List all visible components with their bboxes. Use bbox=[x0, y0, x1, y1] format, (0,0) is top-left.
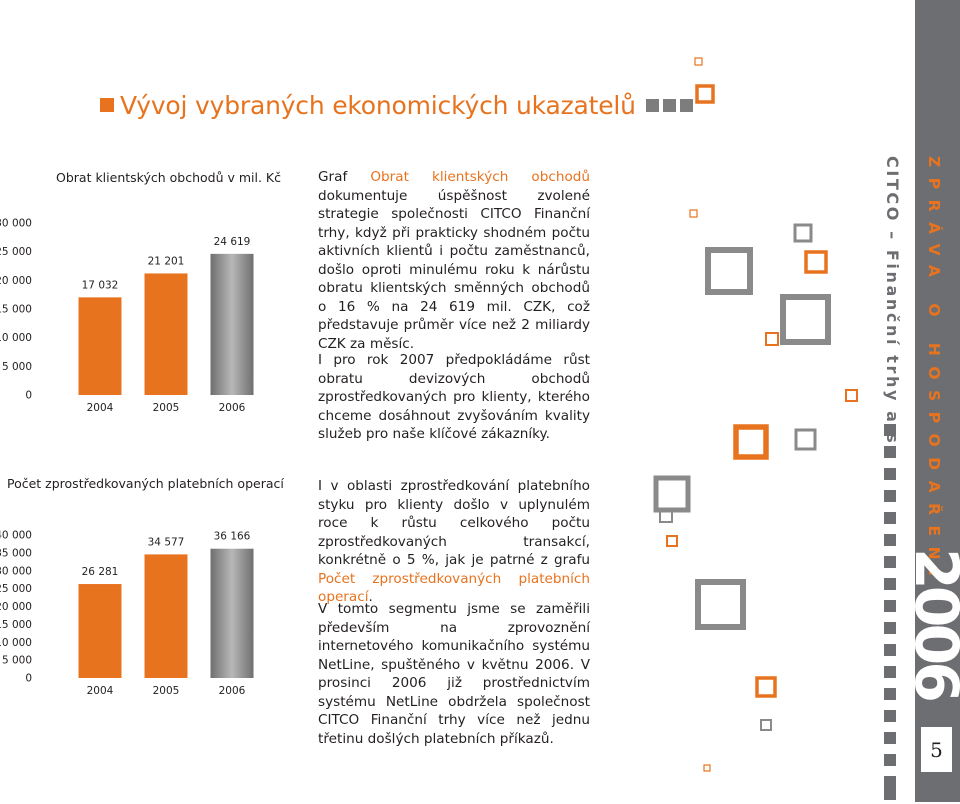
y-tick-label: 25 000 bbox=[0, 246, 32, 258]
gray-square-icon bbox=[645, 98, 659, 112]
x-tick-label: 2004 bbox=[87, 402, 114, 414]
value-label: 24 619 bbox=[214, 236, 251, 248]
value-label: 36 166 bbox=[214, 531, 251, 543]
page-title-row: Vývoj vybraných ekonomických ukazatelů bbox=[100, 88, 697, 122]
x-tick-label: 2005 bbox=[153, 685, 180, 697]
square-icon bbox=[804, 250, 828, 274]
square-icon bbox=[689, 209, 698, 218]
square-icon bbox=[659, 509, 673, 523]
page-number: 5 bbox=[921, 727, 952, 772]
square-icon bbox=[695, 579, 746, 630]
gray-square-icon bbox=[662, 98, 676, 112]
text-span: I v oblasti zprostředkování platebního s… bbox=[318, 478, 590, 568]
value-label: 17 032 bbox=[82, 279, 119, 291]
y-tick-label: 15 000 bbox=[0, 619, 32, 631]
decorative-squares-pattern bbox=[653, 57, 858, 772]
y-tick-label: 35 000 bbox=[0, 547, 32, 559]
square-icon bbox=[666, 535, 678, 547]
bar-2004 bbox=[78, 584, 122, 678]
square-icon bbox=[703, 764, 711, 772]
square-icon bbox=[780, 294, 831, 345]
sidebar-strip bbox=[915, 0, 960, 802]
paragraph-3: I v oblasti zprostředkování platebního s… bbox=[318, 477, 590, 607]
y-tick-label: 30 000 bbox=[0, 565, 32, 577]
square-icon bbox=[760, 719, 772, 731]
y-tick-label: 15 000 bbox=[0, 304, 32, 316]
report-title: ZPRÁVA O HOSPODAŘENÍ bbox=[925, 156, 943, 587]
x-tick-label: 2005 bbox=[153, 402, 180, 414]
chart-2-title: Počet zprostředkovaných platebních opera… bbox=[7, 476, 284, 491]
chart-payment-operations: 0 5 000 10 000 15 000 20 000 25 000 30 000 35 0… bbox=[0, 530, 254, 697]
bar-2005 bbox=[144, 273, 188, 395]
bar-2006 bbox=[210, 548, 254, 678]
y-tick-label: 10 000 bbox=[0, 332, 32, 344]
square-icon bbox=[755, 676, 777, 698]
orange-square-icon bbox=[100, 98, 114, 112]
y-tick-label: 30 000 bbox=[0, 218, 32, 230]
x-tick-label: 2006 bbox=[219, 402, 246, 414]
page-title: Vývoj vybraných ekonomických ukazatelů bbox=[120, 90, 636, 120]
square-icon bbox=[765, 332, 779, 346]
text-span: Graf bbox=[318, 169, 371, 185]
y-tick-label: 10 000 bbox=[0, 637, 32, 649]
chart-1-title: Obrat klientských obchodů v mil. Kč bbox=[56, 170, 281, 185]
y-tick-label: 0 bbox=[25, 673, 32, 685]
gray-square-icon bbox=[679, 98, 693, 112]
y-tick-label: 25 000 bbox=[0, 583, 32, 595]
square-icon bbox=[705, 247, 753, 295]
square-icon bbox=[845, 389, 858, 402]
y-tick-label: 5 000 bbox=[2, 655, 32, 667]
value-label: 34 577 bbox=[148, 536, 185, 548]
chart-turnover: 0 5 000 10 000 15 000 20 000 25 000 30 000 17 0… bbox=[0, 218, 254, 414]
bar-2005 bbox=[144, 554, 188, 678]
y-tick-label: 0 bbox=[25, 390, 32, 402]
square-icon bbox=[695, 84, 715, 104]
x-tick-label: 2006 bbox=[219, 685, 246, 697]
square-icon bbox=[794, 428, 817, 451]
highlight-chart-name: Počet zprostředkovaných platebních opera… bbox=[318, 570, 590, 606]
text-span: dokumentuje úspěšnost zvolené strategie … bbox=[318, 187, 590, 352]
bar-2004 bbox=[78, 297, 122, 395]
y-tick-label: 20 000 bbox=[0, 601, 32, 613]
square-icon bbox=[793, 223, 813, 243]
y-tick-label: 20 000 bbox=[0, 275, 32, 287]
square-icon bbox=[653, 475, 691, 513]
paragraph-1: Graf Obrat klientských obchodů dokumentu… bbox=[318, 168, 590, 353]
paragraph-4: V tomto segmentu jsme se zaměřili předev… bbox=[318, 601, 590, 747]
value-label: 21 201 bbox=[148, 255, 185, 267]
gray-squares-column bbox=[884, 424, 898, 804]
paragraph-2: I pro rok 2007 předpokládáme růst obratu… bbox=[318, 352, 590, 442]
company-name: CITCO – Finanční trhy a.s. bbox=[883, 156, 902, 455]
y-tick-label: 5 000 bbox=[2, 361, 32, 373]
value-label: 26 281 bbox=[82, 566, 119, 578]
highlight-chart-name: Obrat klientských obchodů bbox=[370, 169, 591, 185]
square-icon bbox=[694, 57, 703, 66]
report-year: 2006 bbox=[901, 548, 960, 699]
bar-2006 bbox=[210, 253, 254, 395]
square-icon bbox=[733, 424, 769, 460]
y-tick-label: 40 000 bbox=[0, 530, 32, 542]
x-tick-label: 2004 bbox=[87, 685, 114, 697]
text-span: . bbox=[368, 589, 373, 605]
